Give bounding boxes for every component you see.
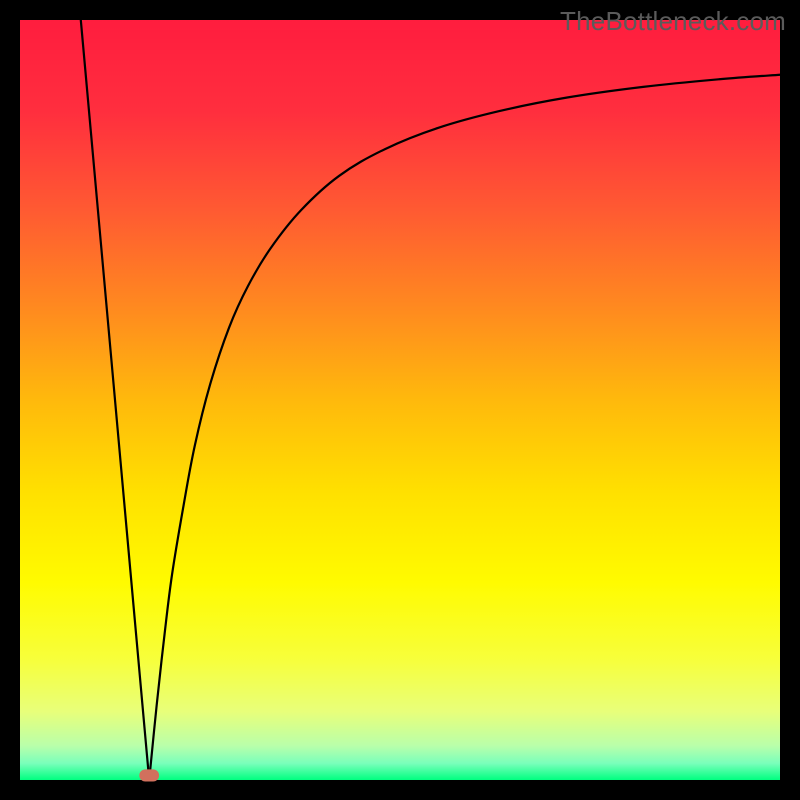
optimal-marker (139, 769, 159, 781)
bottleneck-chart: TheBottleneck.com (0, 0, 800, 800)
gradient-background (20, 20, 780, 780)
chart-svg (0, 0, 800, 800)
